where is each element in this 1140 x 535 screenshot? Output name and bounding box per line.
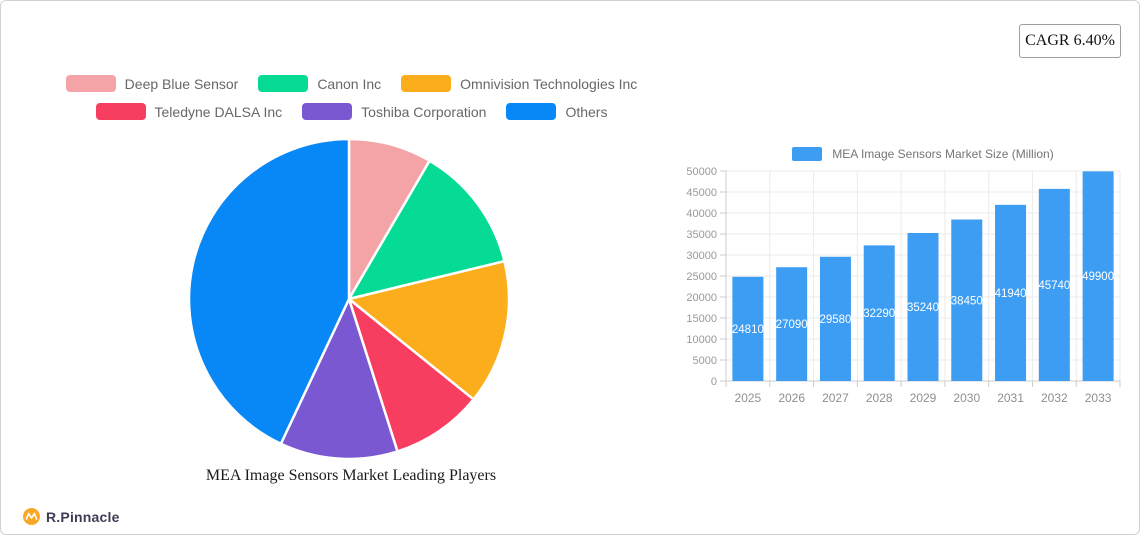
brand-logo: R.Pinnacle [23,508,120,525]
bar-value-label: 29580 [819,314,851,326]
cagr-badge: CAGR 6.40% [1019,24,1121,58]
bar-2033[interactable] [1082,171,1114,381]
svg-text:45000: 45000 [686,187,717,199]
brand-name: R.Pinnacle [46,508,120,525]
svg-text:25000: 25000 [686,271,717,283]
pinnacle-logo-icon [23,508,40,525]
legend-label: Deep Blue Sensor [124,75,239,92]
bar-value-label: 24810 [732,324,764,336]
legend-item-canon-inc[interactable]: Canon Inc [258,75,381,92]
legend-label: Toshiba Corporation [361,103,487,120]
legend-label: Teledyne DALSA Inc [154,103,283,120]
legend-label: Others [565,103,608,120]
svg-text:2028: 2028 [866,391,893,405]
svg-text:30000: 30000 [686,250,717,262]
bar-2031[interactable] [995,204,1027,381]
pie-slice-deep-blue-sensor[interactable] [347,137,431,301]
bar-2029[interactable] [907,232,939,381]
bar-value-label: 38450 [951,295,983,307]
svg-text:10000: 10000 [686,334,717,346]
bar-value-label: 49900 [1082,271,1114,283]
svg-text:2032: 2032 [1041,391,1068,405]
bar-2028[interactable] [863,245,895,381]
svg-text:5000: 5000 [693,355,717,367]
legend-swatch [302,103,353,120]
legend-swatch [95,103,146,120]
pie-slice-teledyne-dalsa-inc[interactable] [347,297,475,453]
bar-legend-item[interactable]: MEA Image Sensors Market Size (Million) [726,147,1120,161]
svg-text:2025: 2025 [735,391,762,405]
bar-2027[interactable] [819,256,851,381]
bar-2026[interactable] [776,267,808,381]
pie-slice-toshiba-corporation[interactable] [279,297,399,461]
bar-legend-label: MEA Image Sensors Market Size (Million) [832,147,1054,161]
pie-legend: Deep Blue Sensor Canon Inc Omnivision Tech… [24,75,679,120]
legend-item-teledyne-dalsa-inc[interactable]: Teledyne DALSA Inc [95,103,283,120]
bar-value-label: 41940 [995,288,1027,300]
svg-text:2033: 2033 [1085,391,1112,405]
svg-text:2031: 2031 [997,391,1024,405]
legend-label: Omnivision Technologies Inc [460,75,638,92]
pie-chart-title: MEA Image Sensors Market Leading Players [205,467,497,484]
bar-value-label: 45740 [1038,280,1070,292]
pie-legend-row: Teledyne DALSA Inc Toshiba Corporation Oth… [95,103,607,120]
legend-label: Canon Inc [317,75,382,92]
svg-text:35000: 35000 [686,229,717,241]
pie-slice-omnivision-technologies-inc[interactable] [347,259,511,401]
svg-text:2029: 2029 [910,391,937,405]
legend-item-toshiba-corporation[interactable]: Toshiba Corporation [302,103,486,120]
bar-legend-swatch [792,147,823,161]
legend-swatch [65,75,116,92]
bar-2025[interactable] [732,276,764,381]
svg-text:15000: 15000 [686,313,717,325]
svg-text:2026: 2026 [778,391,805,405]
svg-text:20000: 20000 [686,292,717,304]
pie-slice-canon-inc[interactable] [347,159,506,301]
bar-chart[interactable]: 0 5000 10000 15000 20000 25000 30000 35000 40000… [684,161,1134,411]
bar-chart-y-axis-labels: 0 5000 10000 15000 20000 25000 30000 35000 40000… [686,166,717,388]
legend-item-others[interactable]: Others [506,103,607,120]
bar-2032[interactable] [1038,188,1070,381]
legend-swatch [401,75,452,92]
legend-item-omnivision-technologies-inc[interactable]: Omnivision Technologies Inc [401,75,637,92]
legend-swatch [258,75,309,92]
svg-text:0: 0 [711,376,717,388]
bar-value-label: 35240 [907,302,939,314]
pie-legend-row: Deep Blue Sensor Canon Inc Omnivision Tech… [65,75,637,92]
bar-chart-x-axis-labels: 2025 2026 2027 2028 2029 2030 2031 2032 2033 [735,391,1112,405]
bar-value-label: 32290 [863,308,895,320]
bar-value-label: 27090 [776,319,808,331]
legend-item-deep-blue-sensor[interactable]: Deep Blue Sensor [65,75,239,92]
bar-2030[interactable] [951,219,983,381]
svg-text:50000: 50000 [686,166,717,178]
svg-text:2027: 2027 [822,391,849,405]
pie-slice-others[interactable] [187,137,351,446]
svg-text:2030: 2030 [953,391,980,405]
pie-chart[interactable] [186,136,512,462]
legend-swatch [506,103,557,120]
svg-text:40000: 40000 [686,208,717,220]
